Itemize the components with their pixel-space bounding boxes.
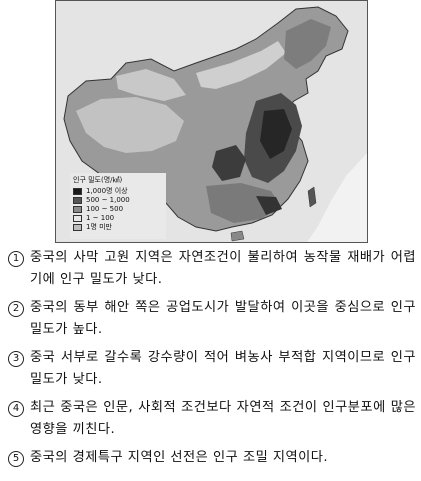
option-number: 2 xyxy=(8,301,24,317)
legend-item: 500 ~ 1,000 xyxy=(73,196,163,205)
legend-label: 1 ~ 100 xyxy=(86,214,115,222)
legend-item: 1,000명 이상 xyxy=(73,187,163,196)
option-text: 중국의 경제특구 지역인 선전은 인구 조밀 지역이다. xyxy=(30,450,329,465)
option-text: 중국의 사막 고원 지역은 자연조건이 불리하여 농작물 재배가 어렵기에 인구… xyxy=(30,250,416,287)
legend-swatch xyxy=(73,188,82,195)
legend-item: 1 ~ 100 xyxy=(73,214,163,223)
legend-item: 1명 미만 xyxy=(73,223,163,232)
option-4[interactable]: 4 최근 중국은 인문, 사회적 조건보다 자연적 조건이 인구분포에 많은 영… xyxy=(8,397,416,441)
map-legend: 인구 밀도(명/㎢) 1,000명 이상 500 ~ 1,000 100 ~ 5… xyxy=(73,176,163,232)
option-5[interactable]: 5 중국의 경제특구 지역인 선전은 인구 조밀 지역이다. xyxy=(8,447,416,469)
legend-swatch xyxy=(73,197,82,204)
option-3[interactable]: 3 중국 서부로 갈수록 강수량이 적어 벼농사 부적합 지역이므로 인구 밀도… xyxy=(8,347,416,391)
population-density-map xyxy=(55,0,368,243)
legend-swatch xyxy=(73,206,82,213)
answer-options: 1 중국의 사막 고원 지역은 자연조건이 불리하여 농작물 재배가 어렵기에 … xyxy=(8,247,416,475)
china-map-image xyxy=(56,1,367,242)
legend-swatch xyxy=(73,215,82,222)
option-text: 최근 중국은 인문, 사회적 조건보다 자연적 조건이 인구분포에 많은 영향을… xyxy=(30,400,416,437)
legend-item: 100 ~ 500 xyxy=(73,205,163,214)
legend-label: 100 ~ 500 xyxy=(86,205,124,213)
option-2[interactable]: 2 중국의 동부 해안 쪽은 공업도시가 발달하여 이곳을 중심으로 인구 밀도… xyxy=(8,297,416,341)
legend-label: 1명 미만 xyxy=(86,223,112,231)
legend-title: 인구 밀도(명/㎢) xyxy=(73,176,123,184)
legend-label: 500 ~ 1,000 xyxy=(86,196,130,204)
option-text: 중국의 동부 해안 쪽은 공업도시가 발달하여 이곳을 중심으로 인구 밀도가 … xyxy=(30,300,416,337)
option-number: 4 xyxy=(8,401,24,417)
option-1[interactable]: 1 중국의 사막 고원 지역은 자연조건이 불리하여 농작물 재배가 어렵기에 … xyxy=(8,247,416,291)
option-text: 중국 서부로 갈수록 강수량이 적어 벼농사 부적합 지역이므로 인구 밀도가 … xyxy=(30,350,416,387)
option-number: 1 xyxy=(8,251,24,267)
legend-swatch xyxy=(73,224,82,231)
legend-label: 1,000명 이상 xyxy=(86,187,128,195)
option-number: 5 xyxy=(8,451,24,467)
option-number: 3 xyxy=(8,351,24,367)
